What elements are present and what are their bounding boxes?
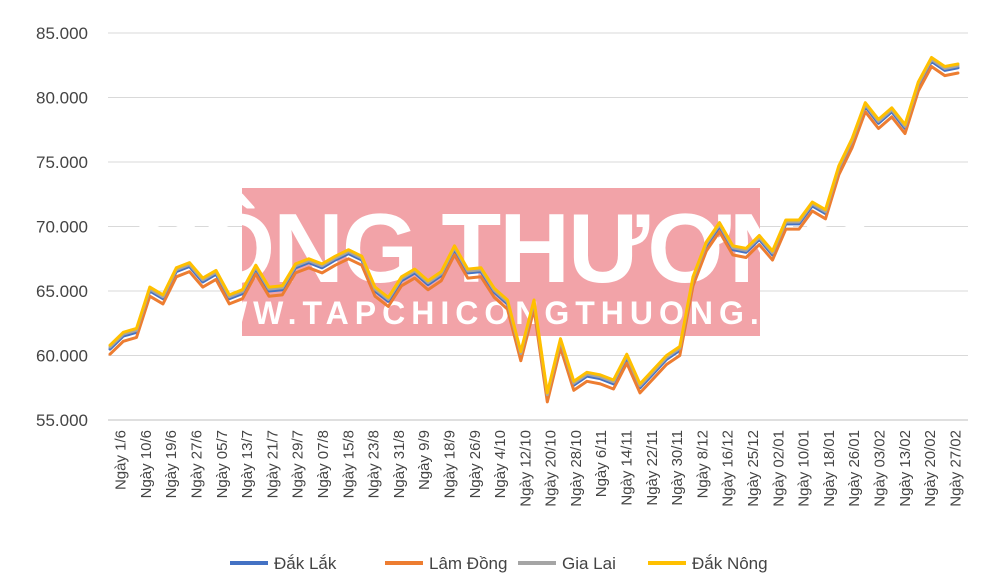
x-tick-label: Ngày 26/9 — [467, 430, 484, 498]
x-tick-label: Ngày 28/10 — [568, 430, 585, 507]
x-tick-label: Ngày 16/12 — [720, 430, 737, 507]
x-tick-label: Ngày 15/8 — [340, 430, 357, 498]
legend-label: Đắk Nông — [692, 554, 768, 573]
x-tick-label: Ngày 6/11 — [593, 430, 610, 497]
y-tick-label: 80.000 — [36, 89, 88, 108]
series-lines — [108, 56, 960, 404]
x-tick-label: Ngày 07/8 — [315, 430, 332, 498]
x-tick-label: Ngày 20/02 — [922, 430, 939, 507]
y-tick-label: 55.000 — [36, 411, 88, 430]
x-tick-label: Ngày 1/6 — [113, 430, 130, 490]
x-axis-ticks: Ngày 1/6 Ngày 10/6 Ngày 19/6 Ngày 27/6 Ngày … — [113, 430, 965, 507]
legend-label: Gia Lai — [562, 554, 616, 573]
x-tick-label: Ngày 25/12 — [745, 430, 762, 507]
x-tick-label: Ngày 18/9 — [441, 430, 458, 498]
x-tick-label: Ngày 13/02 — [897, 430, 914, 507]
legend-label: Lâm Đồng — [429, 554, 507, 573]
legend: Đắk Lắk Lâm Đồng Gia Lai Đắk Nông — [230, 554, 768, 573]
y-tick-label: 70.000 — [36, 218, 88, 237]
x-tick-label: Ngày 8/12 — [694, 430, 711, 498]
x-tick-label: Ngày 14/11 — [619, 430, 636, 506]
x-tick-label: Ngày 23/8 — [366, 430, 383, 498]
x-tick-label: Ngày 21/7 — [264, 430, 281, 498]
y-tick-label: 65.000 — [36, 282, 88, 301]
x-tick-label: Ngày 02/01 — [770, 430, 787, 507]
x-tick-label: Ngày 9/9 — [416, 430, 433, 490]
x-tick-label: Ngày 30/11 — [669, 430, 686, 506]
x-tick-label: Ngày 10/01 — [796, 430, 813, 507]
y-tick-label: 60.000 — [36, 347, 88, 366]
y-axis-ticks: 55.000 60.000 65.000 70.000 75.000 80.000 85.0… — [36, 24, 88, 430]
watermark-url: WWW.TAPCHICONGTHUONG.VN — [181, 295, 821, 331]
x-tick-label: Ngày 13/7 — [239, 430, 256, 498]
x-tick-label: Ngày 03/02 — [871, 430, 888, 507]
legend-label: Đắk Lắk — [274, 554, 337, 573]
x-tick-label: Ngày 05/7 — [214, 430, 231, 498]
x-tick-label: Ngày 19/6 — [163, 430, 180, 498]
y-tick-label: 85.000 — [36, 24, 88, 43]
x-tick-label: Ngày 27/02 — [947, 430, 964, 507]
x-tick-label: Ngày 10/6 — [138, 430, 155, 498]
x-tick-label: Ngày 26/01 — [846, 430, 863, 507]
x-tick-label: Ngày 29/7 — [290, 430, 307, 498]
watermark: CÔNG THƯƠNG WWW.TAPCHICONGTHUONG.VN — [130, 188, 874, 336]
x-tick-label: Ngày 12/10 — [517, 430, 534, 507]
x-tick-label: Ngày 20/10 — [543, 430, 560, 507]
x-tick-label: Ngày 31/8 — [391, 430, 408, 498]
x-tick-label: Ngày 22/11 — [644, 430, 661, 506]
x-tick-label: Ngày 27/6 — [189, 430, 206, 498]
y-tick-label: 75.000 — [36, 153, 88, 172]
x-tick-label: Ngày 18/01 — [821, 430, 838, 507]
x-tick-label: Ngày 4/10 — [492, 430, 509, 498]
series-line-4 — [108, 56, 960, 395]
